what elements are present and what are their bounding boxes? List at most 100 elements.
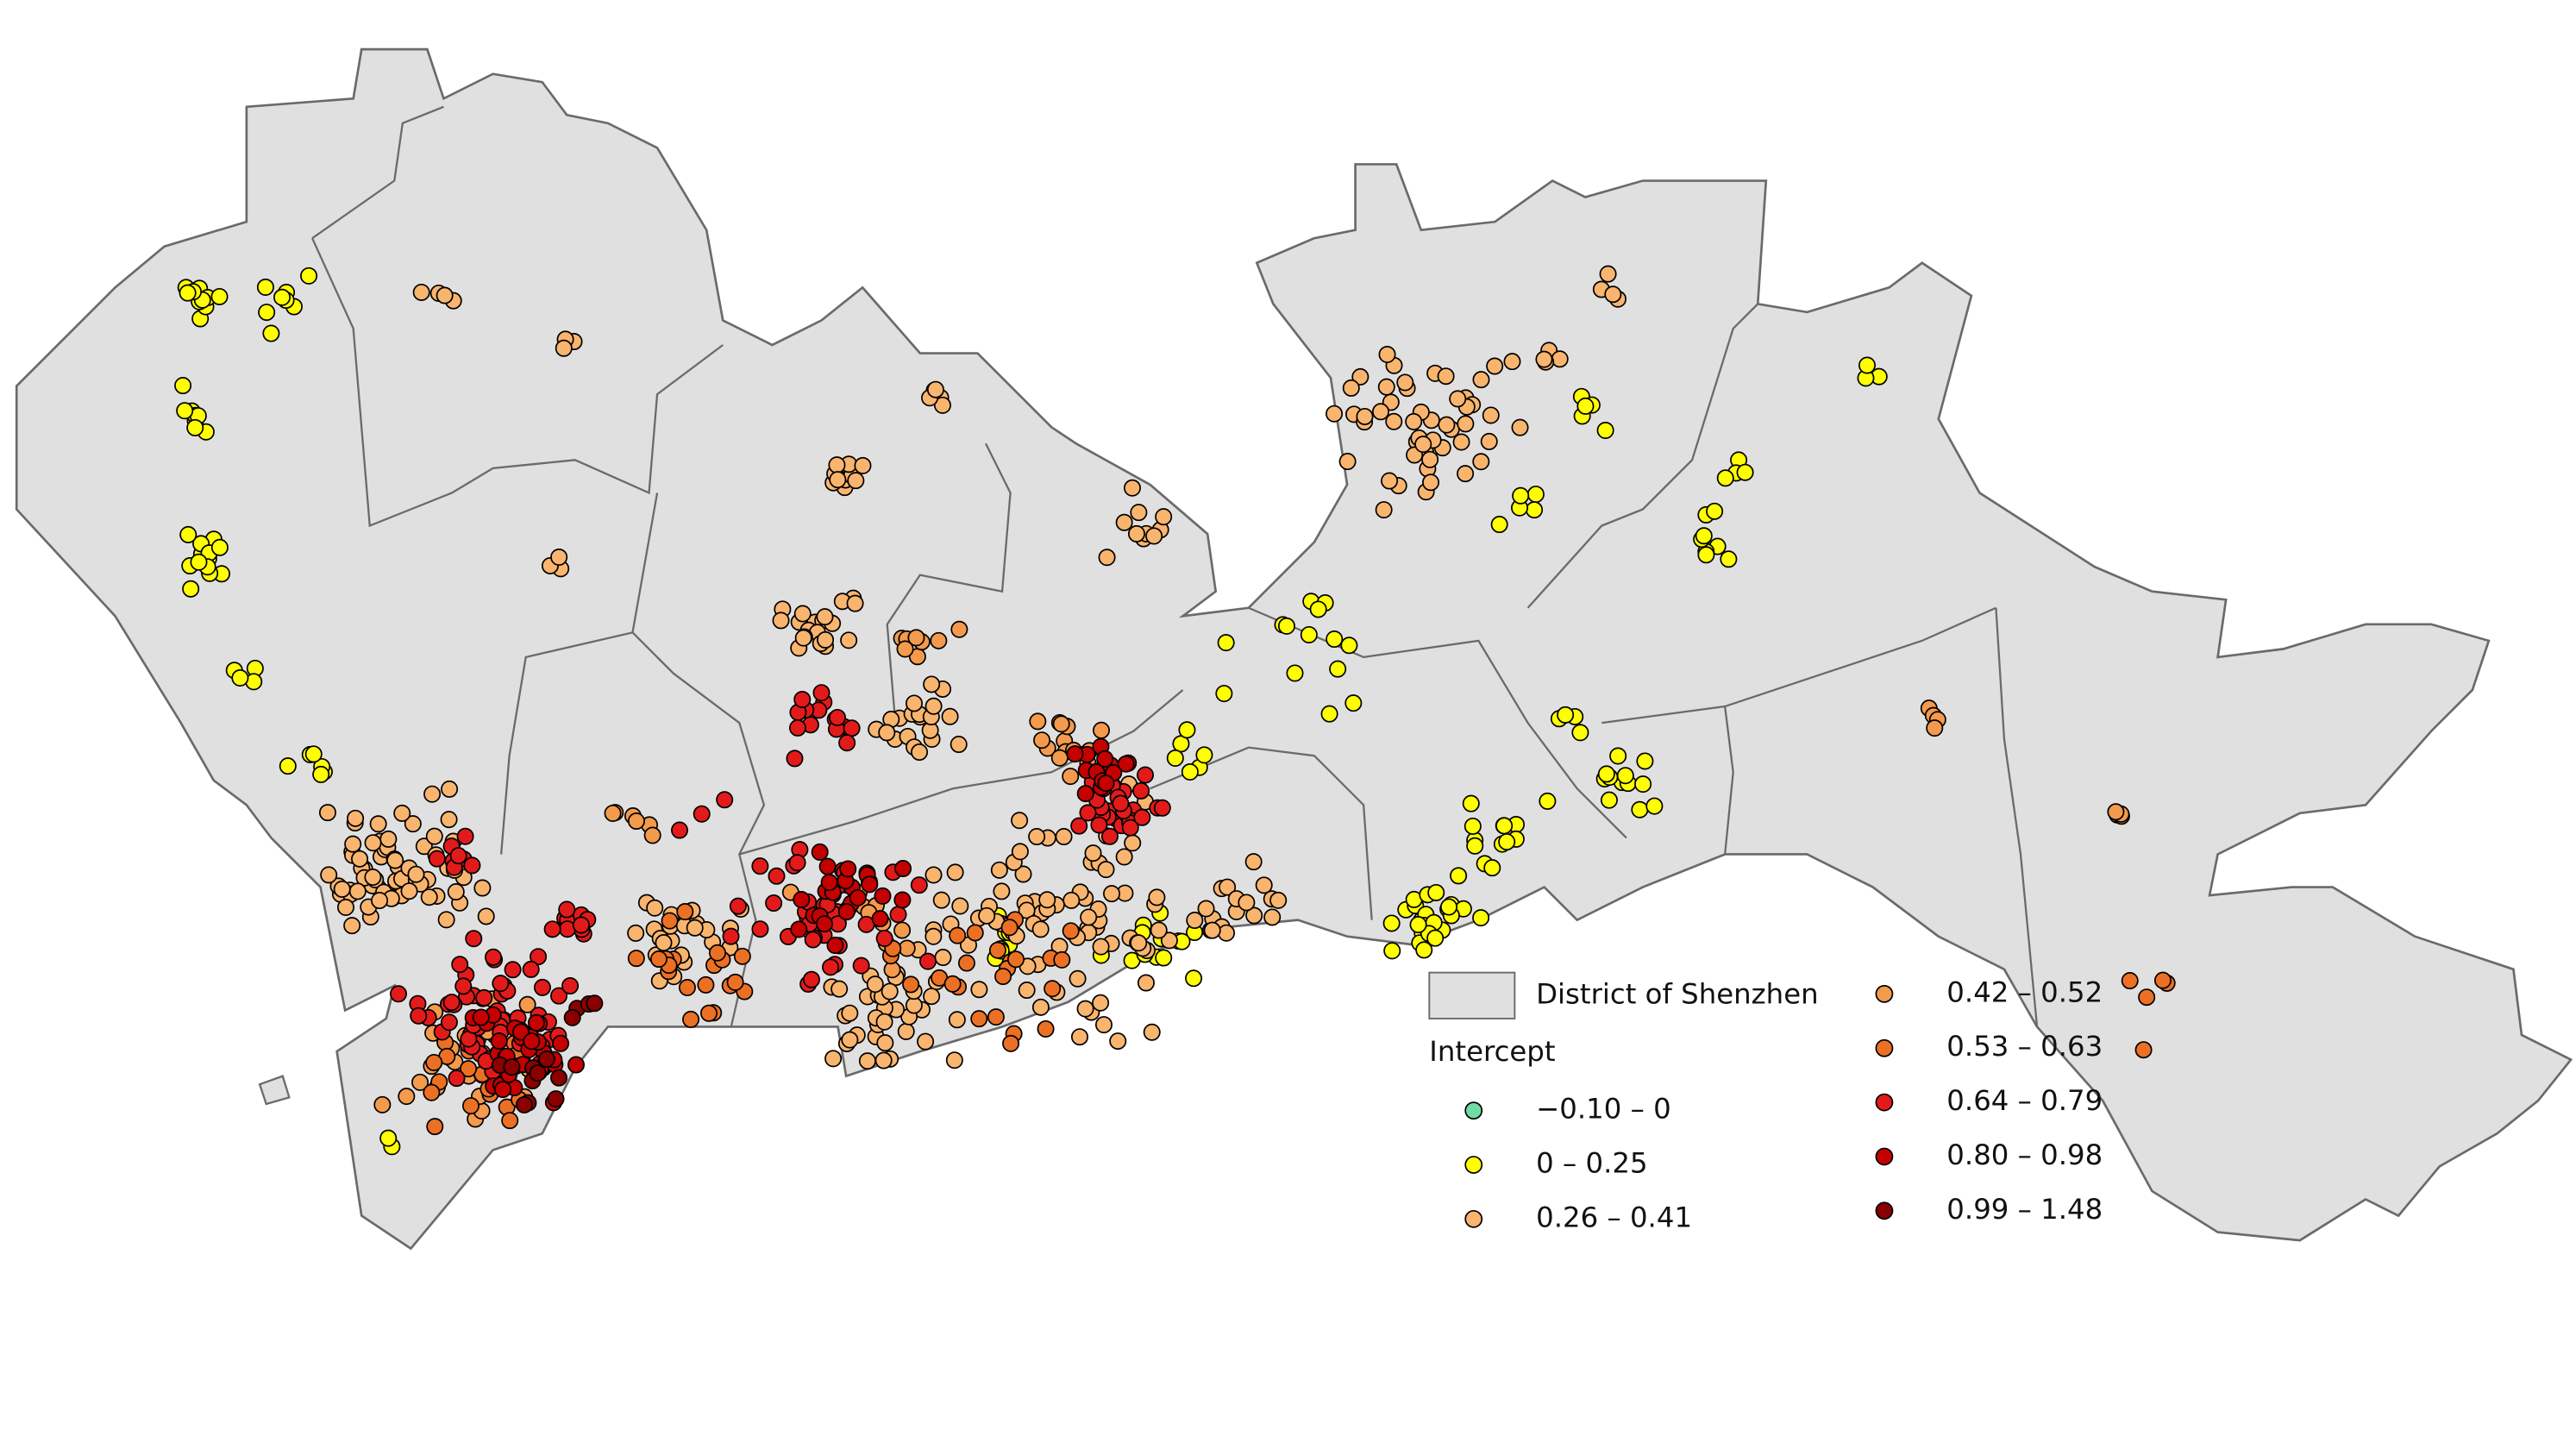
sample-point [494,1081,512,1099]
sample-point [802,970,820,988]
sample-point [393,804,411,822]
sample-point [970,1010,988,1028]
sample-point [586,994,604,1013]
sample-point [1000,919,1018,937]
sample-point [1483,859,1501,877]
sample-point [751,920,769,938]
sample-point [790,920,808,938]
sample-point [1011,812,1029,830]
sample-point [945,1051,963,1070]
sample-point [441,780,459,798]
sample-point [826,937,844,955]
sample-point [1463,817,1482,835]
sample-point [1031,998,1050,1016]
sample-point [1557,706,1575,724]
legend-label: 0 – 0.25 [1536,1146,1647,1179]
sample-point [1263,908,1282,926]
sample-point [907,629,925,647]
sample-point [404,815,422,833]
sample-point [1137,974,1155,992]
sample-point [1415,941,1433,959]
shenzhen-districts [15,47,2573,1251]
sample-point [918,952,937,970]
sample-point [708,944,726,962]
sample-point [897,1022,915,1040]
sample-point [440,1013,458,1032]
legend-district-label: District of Shenzhen [1536,977,1819,1010]
sample-point [1145,527,1163,545]
sample-point [978,906,996,925]
sample-point [555,339,573,357]
sample-point [941,707,959,725]
sample-point [693,805,711,823]
sample-point [1426,929,1445,947]
sample-point [1596,421,1614,439]
sample-point [604,804,622,822]
sample-point [788,854,806,872]
sample-point [1150,921,1168,939]
district-border [311,105,444,240]
sample-point [627,950,645,968]
sample-point [697,975,715,994]
sample-point [473,879,492,897]
sample-point [1096,750,1114,768]
sample-point [1053,950,1071,969]
sample-point [1219,878,1237,896]
legend-label: 0.80 – 0.98 [1946,1138,2103,1171]
sample-point [186,418,204,436]
sample-point [1609,747,1627,765]
sample-point [1631,800,1649,819]
sample-point [1512,486,1530,505]
sample-point [793,605,812,623]
sample-point [1070,1028,1088,1046]
sample-point [1326,405,1344,423]
sample-point [379,830,398,848]
sample-point [881,982,899,1000]
sample-point [1097,775,1115,793]
sample-point [425,1053,443,1071]
sample-point [1472,453,1490,471]
sample-point [1037,1019,1055,1038]
legend-marker [1464,1156,1483,1174]
sample-point [428,850,446,868]
legend-marker [1464,1101,1483,1120]
legend-label: 0.99 – 1.48 [1946,1193,2103,1226]
sample-point [1127,524,1145,543]
sample-point [472,1008,490,1026]
sample-point [1007,950,1025,969]
sample-point [1634,775,1652,794]
sample-point [1277,617,1295,635]
sample-point [2107,803,2125,821]
sample-point [1375,501,1393,519]
sample-point [1238,894,1256,912]
sample-point [1405,412,1423,430]
sample-point [1551,350,1569,368]
sample-point [729,897,747,915]
sample-point [1449,390,1467,408]
sample-point [550,548,568,566]
sample-point [1427,883,1445,901]
sample-point [1344,694,1363,712]
sample-point [943,975,962,993]
sample-point [2153,971,2172,989]
sample-point [547,1090,565,1108]
sample-point [1309,600,1327,618]
sample-point [1132,781,1150,800]
sample-point [563,1008,581,1026]
sample-point [1466,837,1484,855]
sample-point [475,988,493,1007]
sample-point [1286,664,1304,682]
sample-point [371,892,389,910]
sample-point [364,869,382,887]
sample-point [1062,891,1081,909]
sample-point [786,750,804,768]
sample-point [1382,914,1401,932]
sample-point [894,860,912,878]
sample-point [716,791,734,809]
sample-point [1080,908,1098,926]
sample-point [1511,418,1529,436]
sample-point [1153,799,1171,817]
sample-point [768,867,786,885]
sample-point [1178,721,1196,739]
